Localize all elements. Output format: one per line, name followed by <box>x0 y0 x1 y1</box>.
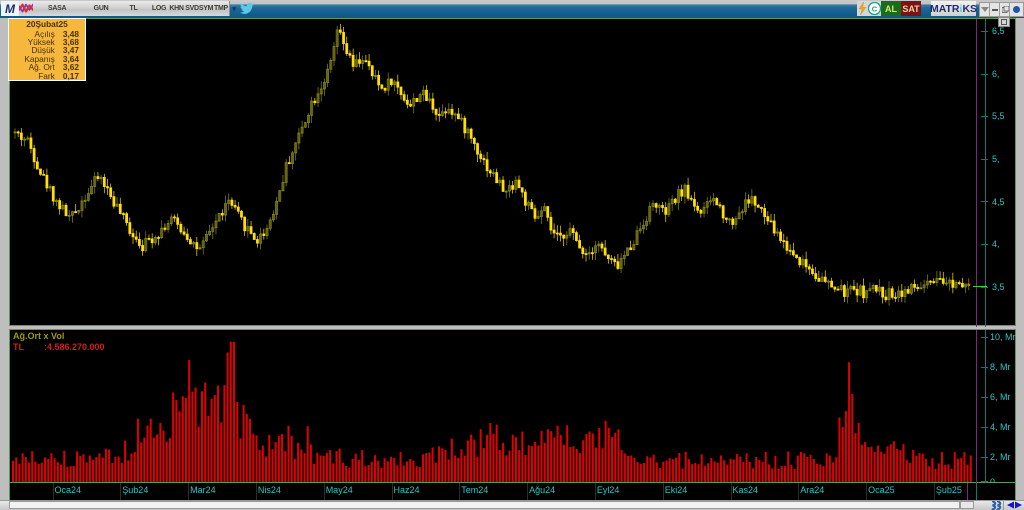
svg-text:C: C <box>871 5 877 14</box>
